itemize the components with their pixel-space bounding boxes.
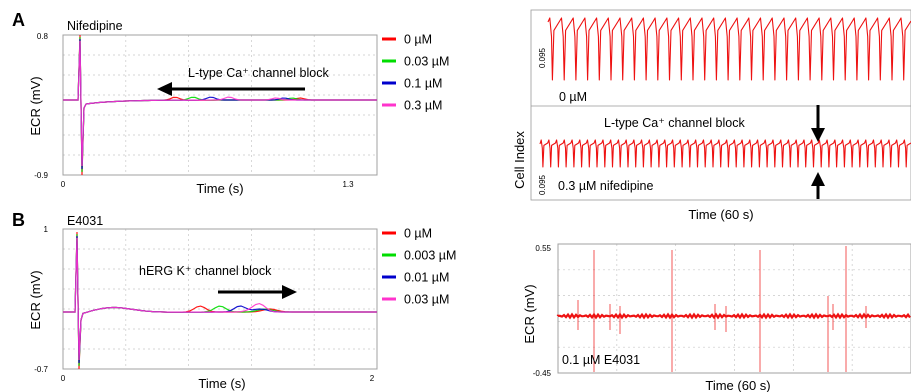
legend-label: 0.03 µM [404,55,449,69]
chart-title-e4031: E4031 [67,214,103,228]
cell-index-beat-line [539,139,911,168]
ecr-series-line [63,235,377,364]
plot-frame-d [557,243,911,374]
x-tick-start-a: 0 [61,180,66,189]
grid-a [63,35,377,175]
x-tick-end-b: 2 [370,374,375,383]
chart-e4031-long: 0.55 -0.45 ECR (mV) 0.1 µM E4031 Time (6… [522,243,911,392]
chart-cell-index: 0.095 0.095 Cell Index 0 µM 0.3 µM nifed… [512,9,911,222]
ecr-series-line [63,231,377,370]
traces-a [63,34,377,176]
cell-index-label-nifedipine: 0.3 µM nifedipine [558,179,654,193]
plot-frame-a [62,34,378,176]
grid-b [63,229,377,369]
chart-title-nifedipine: Nifedipine [67,19,123,33]
legend-a: 0 µM 0.03 µM 0.1 µM 0.3 µM [382,33,449,113]
cell-index-frame [530,9,911,201]
y-axis-label-b: ECR (mV) [28,270,43,329]
y-tick-bottom-a: -0.9 [34,171,48,180]
legend-label: 0.01 µM [404,271,449,285]
panel-label-b: B [12,210,25,230]
cell-index-trace-top [547,17,911,81]
ecr-series-line [63,233,377,367]
x-tick-end-a: 1.3 [342,180,354,189]
annotation-ca-block-a: L-type Ca⁺ channel block [188,66,329,80]
legend-label: 0 µM [404,227,432,241]
legend-b: 0 µM 0.003 µM 0.01 µM 0.03 µM [382,227,456,307]
y-tick-bottom-d: -0.45 [533,369,552,378]
cell-index-beat-line [547,17,911,81]
y-tick-top-a: 0.8 [37,32,49,41]
chart-nifedipine-ecr: A Nifedipine 0.8 -0.9 0 1.3 Time (s) ECR… [12,10,449,196]
cell-index-trace-bottom [539,139,911,168]
y-axis-label-a: ECR (mV) [28,76,43,135]
cell-index-x-axis-label: Time (60 s) [688,207,753,222]
ecr-long-baseline [556,312,911,320]
arrow-left-a [157,82,305,96]
arrow-down-cell-index [811,105,825,142]
y-tick-top-d: 0.55 [535,244,551,253]
cell-index-label-0um: 0 µM [559,90,587,104]
y-axis-label-d: ECR (mV) [522,284,537,343]
cell-index-y-tick-top: 0.095 [538,47,547,68]
cell-index-y-tick-bottom: 0.095 [538,174,547,195]
ecr-series-line [63,237,377,361]
legend-label: 0.3 µM [404,99,442,113]
arrow-right-b [218,285,297,299]
ecr-series-line [63,36,377,173]
annotation-herg-block-b: hERG K⁺ channel block [139,264,272,278]
x-tick-start-b: 0 [61,374,66,383]
plot-frame-b [62,228,378,370]
y-tick-top-b: 1 [44,225,49,234]
cell-index-y-axis-label: Cell Index [512,131,527,189]
arrow-up-cell-index [811,172,825,199]
x-axis-label-a: Time (s) [196,181,243,196]
x-axis-label-d: Time (60 s) [705,378,770,392]
legend-label: 0.03 µM [404,293,449,307]
legend-label: 0.1 µM [404,77,442,91]
e4031-long-label: 0.1 µM E4031 [562,353,640,367]
grid-d [558,244,911,373]
traces-b [63,231,377,370]
cell-index-annotation: L-type Ca⁺ channel block [604,116,745,130]
ecr-series-line [63,34,377,176]
legend-label: 0.003 µM [404,249,456,263]
ecr-series-line [63,40,377,167]
chart-e4031-ecr: B E4031 1 -0.7 0 2 Time (s) ECR (mV) hER… [12,210,456,391]
legend-label: 0 µM [404,33,432,47]
panel-label-a: A [12,10,25,30]
x-axis-label-b: Time (s) [198,376,245,391]
ecr-series-line [63,38,377,170]
y-tick-bottom-b: -0.7 [34,365,48,374]
trace-e4031-long [556,246,911,372]
